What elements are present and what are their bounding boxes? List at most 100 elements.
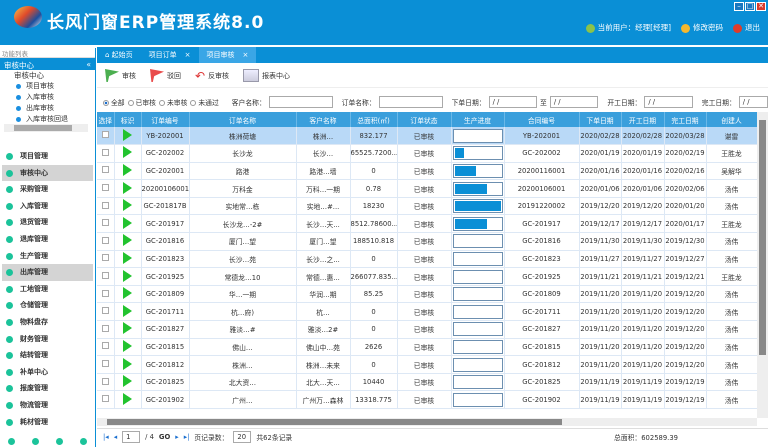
sidebar-item[interactable]: 物流管理 bbox=[2, 397, 93, 414]
table-row[interactable]: GC-201827 雅淡…# 雅淡…2# 0 已审核 GC-201827 2019/11/2… bbox=[97, 320, 757, 339]
table-row[interactable]: GC-202002 长沙龙 长沙… 65525.7200... 已审核 GC-202002… bbox=[97, 144, 757, 163]
reject-button[interactable]: 驳回 bbox=[150, 69, 181, 82]
tree-item[interactable]: 项目审核 bbox=[4, 81, 95, 92]
row-checkbox-cell[interactable] bbox=[97, 144, 115, 163]
approve-button[interactable]: 审核 bbox=[105, 69, 136, 82]
table-row[interactable]: GC-201815 佛山… 佛山中…苑 2626 已审核 GC-201815 2019/11… bbox=[97, 338, 757, 357]
finish-date-input[interactable]: / / bbox=[738, 96, 768, 108]
row-checkbox-cell[interactable] bbox=[97, 214, 115, 234]
table-row[interactable]: GC-201925 常德龙…10 常德…惠... 266077.835... 已审核 GC… bbox=[97, 267, 757, 286]
change-password-button[interactable]: 修改密码 bbox=[681, 22, 723, 33]
table-row[interactable]: GC-201902 广州… 广州万…森林 13318.775 已审核 GC-201902 2… bbox=[97, 390, 757, 409]
close-icon[interactable]: × bbox=[184, 51, 191, 59]
sidebar-item[interactable]: 退库管理 bbox=[2, 231, 93, 248]
radio-all[interactable]: 全部 bbox=[103, 97, 125, 107]
tree-root[interactable]: 审核中心 bbox=[14, 71, 44, 80]
tree-item[interactable]: 入库审核回退 bbox=[4, 114, 95, 125]
column-header[interactable]: 标识 bbox=[114, 112, 142, 127]
row-checkbox-cell[interactable] bbox=[97, 232, 115, 251]
column-header[interactable]: 完工日期 bbox=[664, 112, 707, 127]
table-row[interactable]: GC-201812 株洲… 株洲…未来 0 已审核 GC-201812 2019/11/20… bbox=[97, 355, 757, 374]
close-icon[interactable]: × bbox=[242, 51, 249, 59]
column-header[interactable]: 生产进度 bbox=[451, 112, 505, 127]
table-row[interactable]: GC-201917 长沙龙…-2# 长沙…天... 8512.78600... 已审核 G… bbox=[97, 214, 757, 234]
row-checkbox[interactable] bbox=[101, 131, 109, 139]
row-checkbox-cell[interactable] bbox=[97, 285, 115, 304]
function-list-filter[interactable]: 功能列表 bbox=[0, 48, 95, 58]
page-input[interactable]: 1 bbox=[122, 431, 141, 443]
row-checkbox[interactable] bbox=[101, 307, 109, 315]
table-row[interactable]: GC-201825 北大资… 北大…天... 10440 已审核 GC-201825 201… bbox=[97, 373, 757, 392]
column-header[interactable]: 客户名称 bbox=[296, 112, 351, 127]
tree-item[interactable]: 入库审核 bbox=[4, 92, 95, 103]
row-checkbox[interactable] bbox=[101, 219, 109, 227]
column-header[interactable]: 总面积(㎡) bbox=[350, 112, 398, 127]
order-input[interactable] bbox=[378, 96, 443, 108]
table-row[interactable]: GC-201823 长沙…苑 长沙…之... 0 已审核 GC-201823 2019/11… bbox=[97, 250, 757, 269]
page-size-input[interactable]: 20 bbox=[233, 431, 252, 443]
prev-page-button[interactable]: ◂ bbox=[113, 433, 118, 441]
row-checkbox-cell[interactable] bbox=[97, 320, 115, 339]
sidebar-item[interactable]: 结转管理 bbox=[2, 347, 93, 364]
row-checkbox-cell[interactable] bbox=[97, 127, 115, 146]
next-page-button[interactable]: ▸ bbox=[175, 433, 179, 441]
app-icon[interactable] bbox=[8, 438, 16, 445]
order-date-from[interactable]: / / bbox=[488, 96, 538, 108]
tab-home[interactable]: ⌂ 起始页 bbox=[105, 51, 133, 59]
column-header[interactable]: 开工日期 bbox=[621, 112, 665, 127]
row-checkbox-cell[interactable] bbox=[97, 250, 115, 269]
sidebar-item[interactable]: 报废管理 bbox=[2, 380, 93, 397]
tab-project-orders[interactable]: 项目订单 × bbox=[148, 51, 191, 59]
sidebar-item[interactable]: 项目管理 bbox=[2, 148, 93, 165]
row-checkbox[interactable] bbox=[101, 254, 109, 262]
sidebar-item[interactable]: 物料盘存 bbox=[2, 314, 93, 331]
sidebar-item[interactable]: 工地管理 bbox=[2, 281, 93, 298]
row-checkbox-cell[interactable] bbox=[97, 390, 115, 409]
row-checkbox-cell[interactable] bbox=[97, 302, 115, 322]
row-checkbox[interactable] bbox=[101, 360, 109, 368]
sidebar-item[interactable]: 生产管理 bbox=[2, 248, 93, 265]
sidebar-item[interactable]: 出库管理 bbox=[2, 264, 93, 281]
row-checkbox[interactable] bbox=[101, 395, 109, 403]
report-center-button[interactable]: 报表中心 bbox=[243, 69, 290, 82]
sidebar-item[interactable]: 仓储管理 bbox=[2, 297, 93, 314]
tool-icon[interactable] bbox=[79, 438, 87, 445]
row-checkbox[interactable] bbox=[101, 148, 109, 156]
go-button[interactable]: GO bbox=[158, 433, 171, 441]
row-checkbox-cell[interactable] bbox=[97, 267, 115, 286]
sidebar-item[interactable]: 财务管理 bbox=[2, 331, 93, 348]
logout-button[interactable]: 退出 bbox=[733, 22, 760, 33]
row-checkbox-cell[interactable] bbox=[97, 162, 115, 181]
column-header[interactable]: 订单名称 bbox=[189, 112, 297, 127]
radio-unapproved[interactable]: 未审核 bbox=[158, 97, 187, 107]
tree-scrollbar[interactable] bbox=[4, 124, 88, 132]
column-header[interactable]: 创建人 bbox=[706, 112, 757, 127]
collapse-icon[interactable]: « bbox=[86, 60, 91, 69]
row-checkbox-cell[interactable] bbox=[97, 373, 115, 392]
column-header[interactable]: 订单编号 bbox=[141, 112, 190, 127]
row-checkbox[interactable] bbox=[101, 201, 109, 209]
row-checkbox[interactable] bbox=[101, 377, 109, 385]
row-checkbox-cell[interactable] bbox=[97, 338, 115, 357]
sidebar-section-header[interactable]: 审核中心 « bbox=[0, 58, 95, 70]
column-header[interactable]: 下单日期 bbox=[579, 112, 622, 127]
row-checkbox[interactable] bbox=[101, 289, 109, 297]
sidebar-item[interactable]: 入库管理 bbox=[2, 198, 93, 215]
cart-icon[interactable] bbox=[32, 438, 40, 445]
row-checkbox-cell[interactable] bbox=[97, 355, 115, 374]
radio-rejected[interactable]: 未通过 bbox=[190, 97, 219, 107]
last-page-button[interactable]: ▸| bbox=[183, 433, 190, 441]
horizontal-scrollbar[interactable] bbox=[97, 418, 757, 426]
minimize-button[interactable]: – bbox=[734, 2, 744, 11]
table-row[interactable]: GC-202001 路港 路港…墙 0 已审核 20200116001 2020/01/16… bbox=[97, 162, 757, 181]
row-checkbox[interactable] bbox=[101, 166, 109, 174]
tab-project-review[interactable]: 项目审核 × bbox=[198, 47, 257, 63]
row-checkbox[interactable] bbox=[101, 184, 109, 192]
sidebar-item[interactable]: 耗材管理 bbox=[2, 414, 93, 431]
table-row[interactable]: GC-201809 华…一期 华润…期 85.25 已审核 GC-201809 2019/1… bbox=[97, 285, 757, 304]
row-checkbox[interactable] bbox=[101, 272, 109, 280]
column-header[interactable]: 选择 bbox=[97, 112, 115, 127]
maximize-button[interactable]: □ bbox=[745, 2, 755, 11]
sidebar-item[interactable]: 采购管理 bbox=[2, 181, 93, 198]
row-checkbox[interactable] bbox=[101, 236, 109, 244]
